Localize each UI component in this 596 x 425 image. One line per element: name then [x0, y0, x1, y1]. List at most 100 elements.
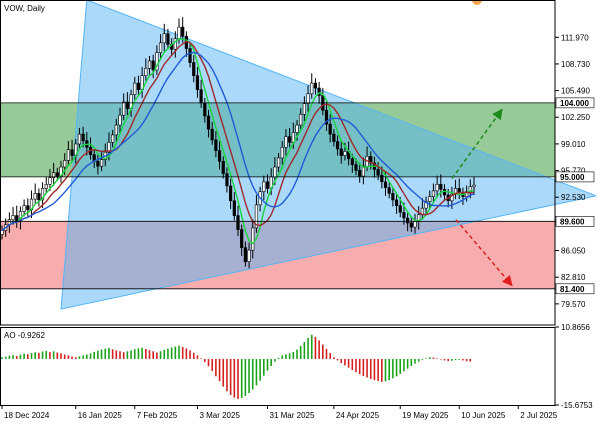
candle	[118, 107, 122, 134]
candle	[125, 92, 129, 116]
price-label-box	[555, 97, 595, 109]
candle	[37, 188, 41, 207]
candle	[284, 129, 288, 156]
candle	[81, 126, 85, 148]
candle	[424, 196, 428, 215]
candle	[210, 121, 214, 145]
candle	[195, 67, 200, 98]
x-tick-label: 10 Jun 2025	[461, 411, 506, 420]
ao-y-tick-label: -15.6753	[561, 401, 593, 410]
candle	[435, 175, 439, 198]
candle	[306, 85, 310, 112]
candle	[147, 55, 152, 75]
ao-current-marker	[472, 0, 482, 5]
candle	[166, 28, 170, 50]
y-tick-label: 108.730	[561, 60, 590, 69]
candle	[40, 182, 45, 209]
candle	[361, 157, 365, 185]
y-tick-label: 105.490	[561, 87, 590, 96]
candle	[77, 127, 82, 149]
candle	[206, 109, 211, 138]
candle	[332, 129, 336, 147]
ao-histogram	[1, 0, 482, 399]
x-tick-label: 18 Dec 2024	[4, 411, 50, 420]
y-tick-label: 92.530	[561, 193, 586, 202]
candle	[394, 192, 399, 214]
candle	[232, 192, 236, 221]
bullish-projection-arrow[interactable]	[451, 108, 503, 179]
candle	[302, 96, 306, 121]
price-label: 104.000	[560, 99, 589, 108]
ao-panel[interactable]	[0, 327, 555, 405]
candle	[335, 135, 340, 156]
candles-layer	[0, 17, 476, 269]
candle	[52, 162, 56, 186]
candle	[243, 241, 247, 267]
price-label: 81.400	[560, 285, 585, 294]
price-label-box	[555, 216, 595, 227]
x-tick-label: 24 Apr 2025	[336, 411, 380, 420]
candle	[472, 176, 476, 195]
chart-title: VOW, Daily	[4, 4, 45, 13]
ma-slow-line	[1, 51, 475, 231]
ma-fast-line	[1, 37, 475, 245]
candle	[313, 78, 318, 95]
candle	[22, 199, 26, 217]
bearish-projection-arrow[interactable]	[455, 219, 513, 287]
candle	[439, 174, 443, 198]
ma-mid-line	[1, 40, 475, 231]
moving-averages-layer	[1, 37, 475, 245]
price-label-box	[555, 283, 595, 295]
candle	[262, 175, 266, 200]
candle	[229, 178, 233, 209]
candle	[428, 190, 432, 210]
y-tick-label: 102.250	[561, 113, 590, 122]
level-lines-layer	[0, 102, 555, 290]
price-label-box	[555, 171, 595, 183]
candle	[431, 183, 436, 202]
candle	[251, 219, 255, 259]
candle	[48, 169, 52, 191]
x-tick-label: 31 Mar 2025	[270, 411, 315, 420]
y-tick-label: 79.570	[561, 300, 586, 309]
x-tick-label: 7 Feb 2025	[137, 411, 178, 420]
triangle-drawing[interactable]	[60, 0, 596, 310]
candle	[155, 45, 159, 75]
candle	[66, 141, 70, 166]
x-tick-label: 3 Mar 2025	[199, 411, 240, 420]
candle	[265, 174, 270, 194]
candle	[133, 76, 137, 100]
candle	[299, 108, 303, 130]
candle	[280, 141, 284, 165]
candle	[162, 23, 166, 52]
candle	[96, 155, 100, 175]
projection-arrows-layer	[451, 108, 513, 287]
y-tick-label: 86.050	[561, 247, 586, 256]
candle	[324, 101, 329, 131]
y-tick-label: 99.010	[561, 140, 586, 149]
candle	[217, 140, 222, 170]
x-tick-label: 19 May 2025	[402, 411, 449, 420]
candle	[188, 42, 192, 68]
candle	[276, 153, 281, 172]
candle	[99, 152, 104, 172]
ao-y-tick-label: 10.8656	[561, 323, 590, 332]
candle	[225, 167, 229, 193]
candle	[158, 34, 163, 60]
candle	[354, 158, 358, 176]
y-tick-label: 95.770	[561, 167, 586, 176]
candle	[247, 242, 251, 269]
candle	[288, 127, 292, 148]
candle	[350, 153, 354, 173]
price-label: 95.000	[560, 173, 585, 182]
candle	[240, 224, 244, 256]
candle	[465, 185, 469, 202]
triangle-shape[interactable]	[60, 0, 596, 310]
candle	[310, 73, 314, 99]
candle	[33, 183, 37, 205]
candle	[254, 195, 259, 233]
candle	[236, 205, 240, 237]
candle	[192, 55, 196, 83]
candle	[44, 176, 48, 194]
